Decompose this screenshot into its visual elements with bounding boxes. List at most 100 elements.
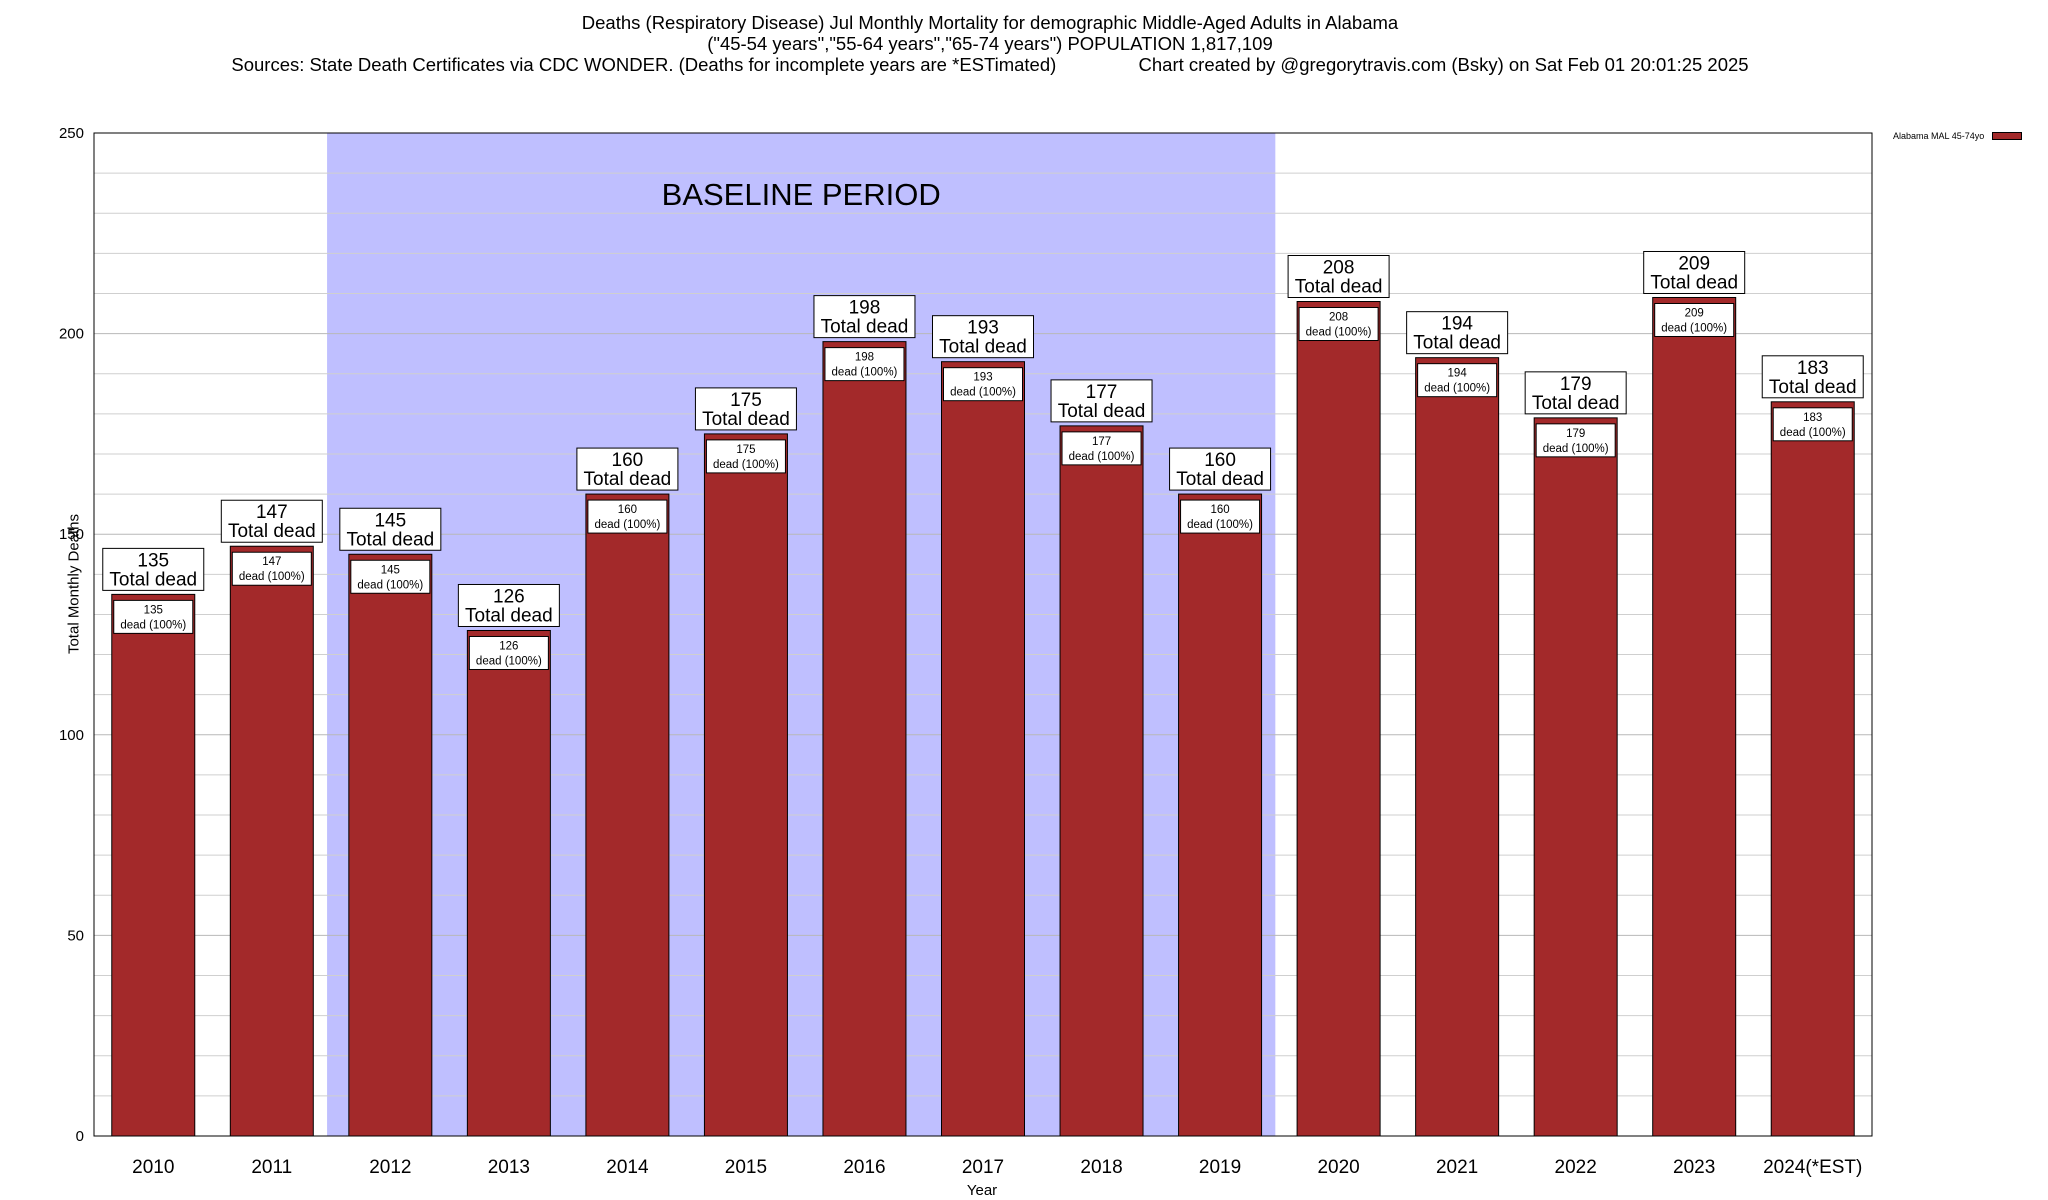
title-line-1: Deaths (Respiratory Disease) Jul Monthly…: [581, 12, 1399, 33]
bar-2013: [466, 629, 551, 1137]
inner-percent-label: dead (100%): [1424, 383, 1490, 395]
inner-percent-label: dead (100%): [120, 619, 186, 631]
y-tick-label: 200: [59, 326, 84, 343]
plot-frame: [93, 132, 1873, 1137]
total-dead-label: Total dead: [1058, 401, 1146, 422]
total-dead-label: Total dead: [939, 337, 1027, 358]
total-label-box: [1169, 447, 1272, 491]
x-tick-label: 2012: [369, 1157, 411, 1178]
inner-value-label: 193: [973, 372, 992, 384]
inner-label-box: [350, 559, 431, 594]
inner-percent-label: dead (100%): [239, 571, 305, 583]
total-dead-label: Total dead: [1295, 277, 1383, 298]
total-dead-label: Total dead: [1176, 469, 1264, 490]
total-value-label: 194: [1441, 314, 1473, 335]
total-label-box: [694, 387, 797, 431]
inner-percent-label: dead (100%): [1306, 327, 1372, 339]
inner-percent-label: dead (100%): [832, 367, 898, 379]
bar-2017: [941, 361, 1025, 1137]
total-label-box: [576, 447, 679, 491]
x-tick-label: 2016: [843, 1157, 885, 1178]
inner-percent-label: dead (100%): [1069, 451, 1135, 463]
y-tick-label: 100: [59, 727, 84, 744]
total-dead-label: Total dead: [228, 521, 316, 542]
total-value-label: 147: [256, 502, 288, 523]
total-value-label: 175: [730, 390, 762, 411]
title-line-3: Sources: State Death Certificates via CD…: [231, 54, 1749, 75]
total-dead-label: Total dead: [1532, 393, 1620, 414]
inner-percent-label: dead (100%): [1780, 427, 1846, 439]
bar-2023: [1652, 296, 1737, 1137]
inner-value-label: 194: [1448, 368, 1468, 380]
inner-percent-label: dead (100%): [357, 579, 423, 591]
x-tick-label: 2021: [1436, 1157, 1478, 1178]
inner-label-box: [1417, 363, 1498, 398]
x-tick-label: 2023: [1673, 1157, 1715, 1178]
total-value-label: 208: [1323, 258, 1355, 279]
total-dead-label: Total dead: [821, 317, 909, 338]
total-value-label: 193: [967, 318, 999, 339]
total-label-box: [1406, 311, 1509, 355]
x-tick-label: 2020: [1317, 1157, 1359, 1178]
title-line-2: ("45-54 years","55-64 years","65-74 year…: [707, 33, 1273, 54]
inner-value-label: 135: [144, 604, 163, 616]
x-tick-label: 2017: [962, 1157, 1004, 1178]
legend-swatch: [1992, 132, 2023, 140]
y-tick-label: 0: [76, 1128, 84, 1145]
inner-value-label: 175: [736, 444, 755, 456]
y-tick-label: 250: [59, 125, 84, 142]
inner-label-box: [1298, 307, 1379, 342]
bar-2011: [229, 545, 314, 1137]
x-tick-label: 2022: [1555, 1157, 1597, 1178]
total-label-box: [1050, 379, 1153, 423]
total-dead-label: Total dead: [346, 529, 434, 550]
total-label-box: [220, 499, 323, 543]
inner-label-box: [1180, 499, 1261, 534]
inner-label-box: [468, 635, 549, 670]
bar-2024(*EST): [1770, 401, 1855, 1137]
x-tick-label: 2015: [725, 1157, 767, 1178]
y-axis-label: Total Monthly Deaths: [65, 513, 83, 655]
total-label-box: [813, 295, 916, 339]
x-tick-label: 2024(*EST): [1763, 1157, 1862, 1178]
total-value-label: 177: [1086, 382, 1118, 403]
inner-label-box: [587, 499, 668, 534]
inner-value-label: 145: [381, 564, 400, 576]
legend-label: Alabama MAL 45-74yo: [1893, 131, 1985, 141]
total-label-box: [457, 583, 560, 627]
total-dead-label: Total dead: [1769, 377, 1857, 398]
x-tick-label: 2010: [132, 1157, 174, 1178]
inner-label-box: [1061, 431, 1142, 466]
total-dead-label: Total dead: [584, 469, 672, 490]
baseline-period-label: BASELINE PERIOD: [662, 177, 941, 212]
total-value-label: 209: [1678, 253, 1710, 274]
inner-percent-label: dead (100%): [1187, 519, 1253, 531]
inner-label-box: [943, 367, 1023, 402]
total-value-label: 160: [1204, 450, 1236, 471]
total-label-box: [1761, 355, 1864, 399]
inner-label-box: [824, 347, 905, 382]
inner-percent-label: dead (100%): [594, 519, 660, 531]
inner-value-label: 160: [618, 504, 637, 516]
inner-value-label: 183: [1803, 412, 1822, 424]
bar-2015: [703, 433, 788, 1137]
bar-2016: [822, 341, 907, 1137]
inner-value-label: 147: [262, 556, 281, 568]
inner-label-box: [705, 439, 786, 474]
bar-2022: [1533, 417, 1618, 1137]
x-tick-label: 2014: [606, 1157, 649, 1178]
x-tick-label: 2013: [488, 1157, 530, 1178]
total-dead-label: Total dead: [1413, 333, 1501, 354]
bar-2012: [348, 553, 433, 1137]
total-label-box: [1524, 371, 1627, 415]
bar-2014: [585, 493, 670, 1137]
total-dead-label: Total dead: [1650, 272, 1738, 293]
total-value-label: 145: [374, 510, 406, 531]
inner-percent-label: dead (100%): [713, 459, 779, 471]
x-tick-label: 2019: [1199, 1157, 1241, 1178]
total-label-box: [1287, 255, 1390, 299]
inner-percent-label: dead (100%): [1661, 322, 1727, 334]
total-dead-label: Total dead: [465, 605, 553, 626]
inner-label-box: [1772, 407, 1853, 442]
total-value-label: 183: [1797, 358, 1829, 379]
